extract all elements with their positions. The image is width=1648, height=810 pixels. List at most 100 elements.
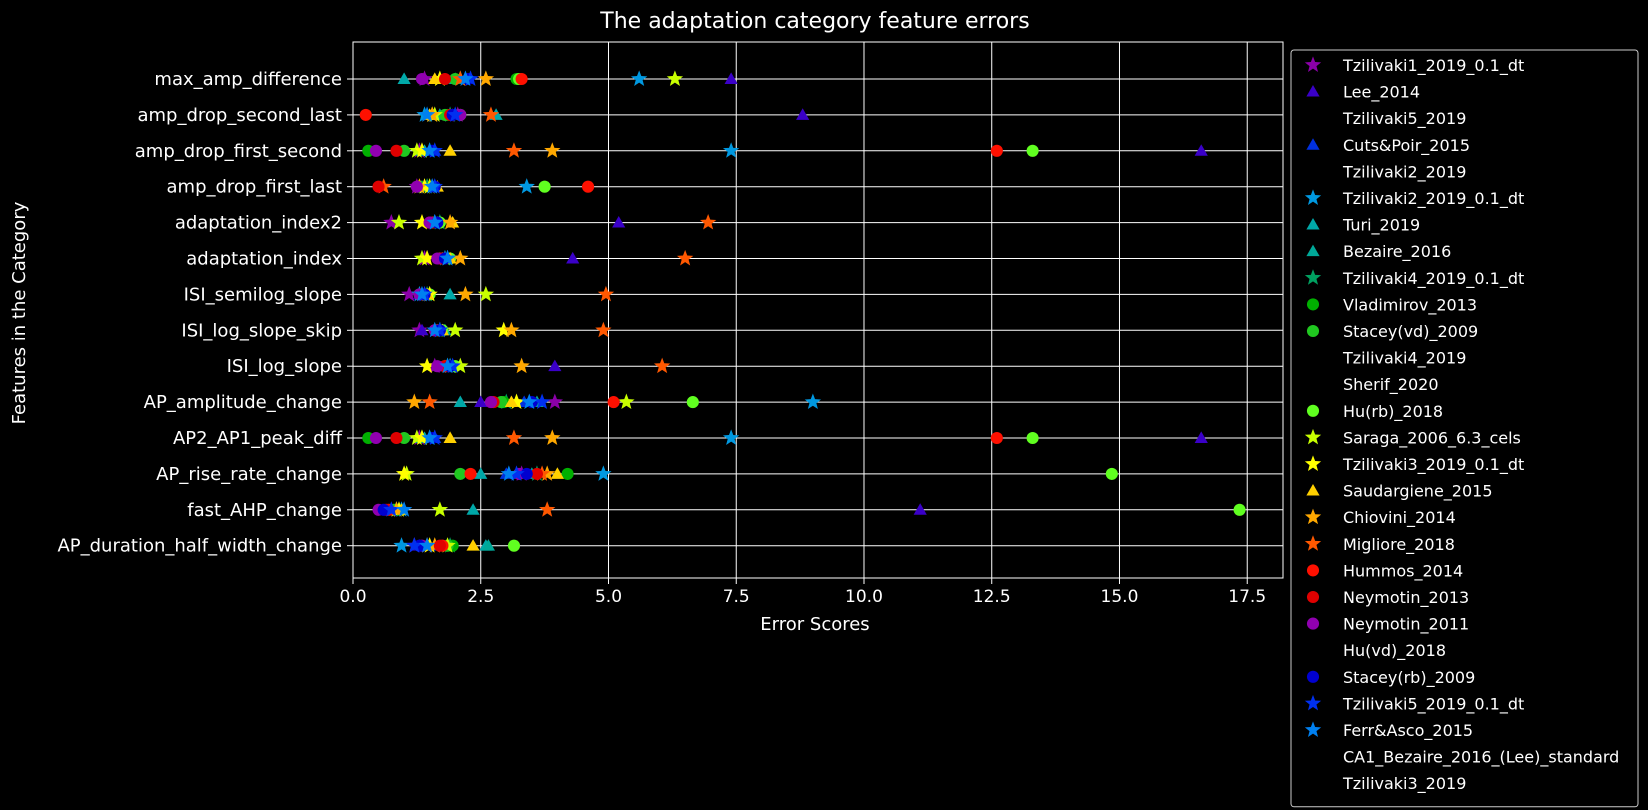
data-point xyxy=(515,72,528,86)
legend-label: Tzilivaki4_2019 xyxy=(1342,349,1466,369)
data-point xyxy=(508,465,525,481)
data-point xyxy=(474,467,488,479)
data-point xyxy=(393,537,410,553)
data-point xyxy=(544,142,561,158)
legend-marker xyxy=(1306,617,1320,630)
data-point xyxy=(390,144,403,157)
data-point xyxy=(421,142,438,158)
data-point xyxy=(415,323,429,336)
y-tick-label: amp_drop_first_last xyxy=(167,177,343,198)
data-point xyxy=(372,180,385,193)
data-point xyxy=(518,178,535,194)
data-point xyxy=(539,501,556,517)
data-point xyxy=(1105,467,1118,480)
data-point xyxy=(443,287,457,300)
legend-marker xyxy=(1304,56,1322,72)
data-point xyxy=(505,142,523,158)
legend-marker xyxy=(1306,564,1320,577)
legend-marker xyxy=(1304,455,1322,471)
data-point xyxy=(431,360,444,373)
data-point xyxy=(418,249,436,266)
legend-label: Neymotin_2013 xyxy=(1343,588,1469,608)
data-point xyxy=(438,72,452,86)
data-point xyxy=(390,431,403,445)
data-point xyxy=(595,321,612,338)
data-point xyxy=(466,503,480,515)
data-point xyxy=(413,142,431,158)
legend-marker xyxy=(1304,428,1322,445)
data-point xyxy=(1194,431,1208,443)
y-tick-label: AP2_AP1_peak_diff xyxy=(173,428,343,449)
data-point xyxy=(1026,431,1039,445)
data-point xyxy=(441,214,459,230)
legend-label: Neymotin_2011 xyxy=(1343,615,1469,635)
data-point xyxy=(477,285,495,302)
data-point xyxy=(544,429,561,445)
x-tick-label: 17.5 xyxy=(1228,587,1266,607)
data-point xyxy=(421,393,438,410)
legend-marker xyxy=(1304,189,1322,205)
legend-marker xyxy=(1306,138,1320,150)
data-point xyxy=(513,357,530,374)
data-point xyxy=(504,395,519,408)
legend: Tzilivaki1_2019_0.1_dt Lee_2014 Tzilivaki5… xyxy=(1290,49,1639,808)
data-point xyxy=(618,393,635,410)
legend-label: Ferr&Asco_2015 xyxy=(1343,721,1473,741)
legend-marker xyxy=(1304,721,1322,737)
chart-title: The adaptation category feature errors xyxy=(599,9,1029,34)
data-point xyxy=(1194,144,1208,156)
x-tick-label: 12.5 xyxy=(973,587,1011,607)
data-point xyxy=(439,357,456,374)
data-point xyxy=(428,72,442,84)
legend-label: Saudargiene_2015 xyxy=(1343,482,1493,502)
data-point xyxy=(426,214,443,230)
data-point xyxy=(443,144,457,156)
x-tick-label: 10.0 xyxy=(845,587,883,607)
legend-marker xyxy=(1306,404,1320,417)
legend-marker xyxy=(1306,484,1320,496)
legend-marker xyxy=(1304,269,1322,285)
data-point xyxy=(415,72,429,86)
legend-label: Saraga_2006_6.3_cels xyxy=(1343,428,1521,448)
legend-marker xyxy=(1304,694,1322,711)
data-point xyxy=(477,70,495,86)
data-point xyxy=(482,106,500,122)
legend-marker xyxy=(1306,298,1320,311)
data-point xyxy=(433,539,446,552)
legend-marker xyxy=(1306,85,1320,97)
data-point xyxy=(653,357,671,374)
data-point xyxy=(546,393,563,410)
data-point xyxy=(369,431,383,445)
legend-label: Chiovini_2014 xyxy=(1343,508,1456,528)
data-point xyxy=(500,465,518,481)
data-point xyxy=(383,214,400,230)
legend-label: Hu(vd)_2018 xyxy=(1343,641,1446,661)
legend-label: Turi_2019 xyxy=(1342,216,1420,236)
data-point xyxy=(550,467,564,479)
data-point xyxy=(390,214,408,230)
data-point xyxy=(607,396,620,409)
data-point xyxy=(466,539,480,551)
data-point xyxy=(484,396,498,409)
data-point xyxy=(395,501,413,517)
legend-marker xyxy=(1306,324,1320,338)
data-point xyxy=(548,359,562,372)
data-point xyxy=(538,180,551,193)
y-tick-label: amp_drop_second_last xyxy=(137,105,342,126)
data-point xyxy=(413,429,431,445)
legend-label: Tzilivaki1_2019_0.1_dt xyxy=(1342,56,1524,76)
legend-label: Tzilivaki2_2019 xyxy=(1342,162,1466,182)
legend-label: Sherif_2020 xyxy=(1343,375,1439,395)
legend-label: Stacey(vd)_2009 xyxy=(1343,322,1478,342)
data-point xyxy=(612,216,626,228)
x-tick-label: 0.0 xyxy=(339,587,366,607)
data-point xyxy=(413,285,431,302)
legend-label: CA1_Bezaire_2016_(Lee)_standard xyxy=(1343,748,1619,768)
y-tick-label: AP_rise_rate_change xyxy=(156,464,342,485)
legend-marker xyxy=(1306,218,1320,230)
data-point xyxy=(359,108,372,121)
y-tick-label: AP_duration_half_width_change xyxy=(57,536,342,557)
x-tick-label: 15.0 xyxy=(1101,587,1139,607)
y-tick-label: amp_drop_first_second xyxy=(135,141,342,162)
